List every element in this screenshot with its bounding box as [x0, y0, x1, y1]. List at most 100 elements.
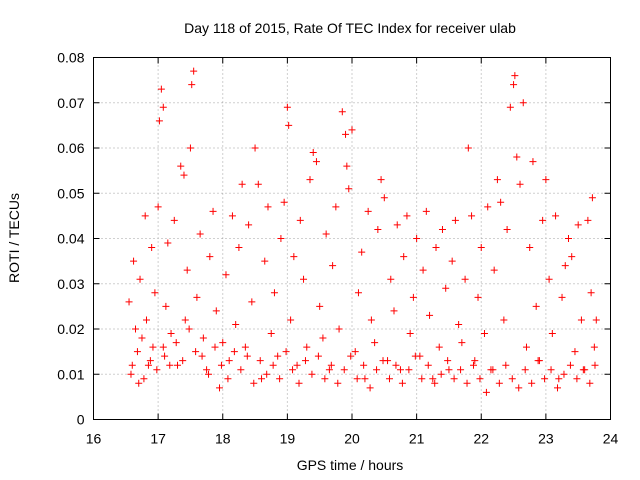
data-point	[579, 366, 587, 374]
data-point	[312, 158, 320, 166]
data-point	[162, 302, 170, 310]
x-tick-labels: 16 17 18 19 20 21 22 23 24	[86, 431, 619, 447]
data-point	[238, 180, 246, 188]
data-point	[135, 379, 143, 387]
data-point	[361, 375, 369, 383]
data-point	[283, 103, 291, 111]
data-point	[519, 99, 527, 107]
y-tick-label: 0	[77, 412, 85, 428]
data-point	[461, 275, 469, 283]
data-point	[374, 225, 382, 233]
y-axis-label: ROTI / TECUs	[6, 193, 22, 283]
data-point	[219, 339, 227, 347]
data-point	[511, 72, 519, 80]
data-point	[490, 266, 498, 274]
data-point	[561, 262, 569, 270]
data-point	[560, 370, 568, 378]
data-point	[303, 343, 311, 351]
data-point	[445, 366, 453, 374]
data-points	[125, 67, 600, 396]
data-point	[529, 158, 537, 166]
data-point	[149, 343, 157, 351]
data-point	[377, 176, 385, 184]
data-point	[159, 103, 167, 111]
data-point	[526, 244, 534, 252]
data-point	[422, 207, 430, 215]
data-point	[448, 257, 456, 265]
data-point	[392, 361, 400, 369]
data-point	[161, 352, 169, 360]
data-point	[360, 361, 368, 369]
x-tick-label: 20	[344, 431, 360, 447]
data-point	[132, 325, 140, 333]
data-point	[230, 348, 238, 356]
data-point	[276, 375, 284, 383]
data-point	[258, 375, 266, 383]
data-point	[387, 275, 395, 283]
data-point	[245, 221, 253, 229]
data-point	[206, 253, 214, 261]
data-point	[502, 361, 510, 369]
y-tick-label: 0.03	[57, 276, 84, 292]
data-point	[426, 311, 434, 319]
data-point	[354, 289, 362, 297]
data-point	[444, 357, 452, 365]
data-point	[513, 153, 521, 161]
data-point	[225, 357, 233, 365]
data-point	[367, 316, 375, 324]
y-tick-label: 0.05	[57, 185, 84, 201]
data-point	[308, 370, 316, 378]
data-point	[334, 379, 342, 387]
data-point	[170, 216, 178, 224]
x-tick-label: 16	[86, 431, 102, 447]
data-point	[590, 343, 598, 351]
data-point	[545, 275, 553, 283]
data-point	[177, 162, 185, 170]
data-point	[243, 352, 251, 360]
data-point	[309, 149, 317, 157]
data-point	[186, 144, 194, 152]
data-point	[329, 262, 337, 270]
data-point	[174, 361, 182, 369]
data-point	[301, 357, 309, 365]
data-point	[468, 212, 476, 220]
data-point	[144, 361, 152, 369]
data-point	[591, 361, 599, 369]
data-point	[340, 366, 348, 374]
data-point	[398, 379, 406, 387]
data-point	[564, 235, 572, 242]
data-point	[248, 298, 256, 306]
data-point	[267, 330, 275, 338]
data-point	[181, 316, 189, 324]
data-point	[469, 361, 477, 369]
data-point	[196, 230, 204, 238]
data-point	[250, 379, 258, 387]
y-tick-label: 0.01	[57, 366, 84, 382]
data-point	[358, 248, 366, 256]
data-point	[251, 144, 259, 152]
data-point	[539, 216, 547, 224]
data-point	[555, 375, 563, 383]
data-point	[493, 176, 501, 184]
data-point	[400, 253, 408, 261]
data-point	[127, 370, 135, 378]
data-point	[503, 225, 511, 233]
data-point	[418, 375, 426, 383]
data-point	[319, 334, 327, 342]
data-point	[154, 203, 162, 211]
y-tick-label: 0.04	[57, 231, 84, 247]
data-point	[393, 221, 401, 229]
data-point	[193, 293, 201, 301]
data-point	[482, 388, 490, 396]
data-point	[264, 203, 272, 211]
data-point	[254, 180, 262, 188]
data-point	[522, 343, 530, 351]
data-point	[209, 207, 217, 215]
chart-title: Day 118 of 2015, Rate Of TEC Index for r…	[184, 20, 516, 36]
data-point	[256, 357, 264, 365]
data-point	[155, 117, 163, 125]
data-point	[437, 370, 445, 378]
data-point	[190, 67, 198, 75]
data-point	[528, 379, 536, 387]
data-point	[167, 330, 175, 338]
